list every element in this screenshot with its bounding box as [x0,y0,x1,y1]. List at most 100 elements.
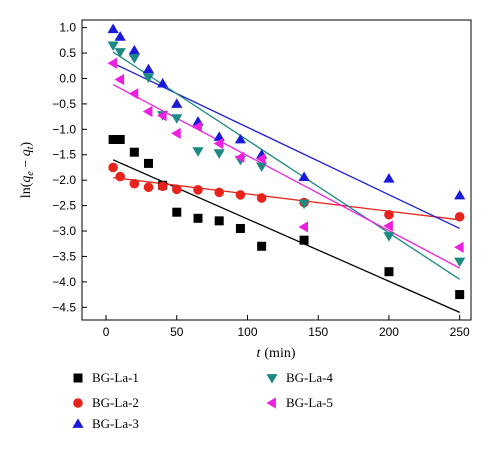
legend-label-bg-la-5: BG-La-5 [286,395,333,410]
data-point-bg-la-5 [157,109,167,122]
data-point-bg-la-2 [256,193,267,203]
data-point-bg-la-5 [256,153,266,165]
legend-label-bg-la-2: BG-La-2 [92,395,139,410]
y-tick-label: −1.0 [52,122,76,136]
plot-frame [81,19,472,321]
data-point-bg-la-3 [454,189,466,200]
y-axis-suffix: ) [19,141,34,146]
data-point-bg-la-3 [107,23,119,34]
y-tick-label: −2.5 [52,199,76,213]
y-axis-title: ln(qe − qt) [19,141,36,198]
data-point-bg-la-2 [214,187,225,198]
data-point-bg-la-2 [115,171,125,182]
axis-ticks: 0 50 100 150 200 250 1.0 0.5 0.0 −0.5 −1.0 −1.5 −2.0… [52,21,470,339]
data-point-bg-la-1 [455,290,465,300]
legend-marker-bg-la-2 [73,398,83,408]
data-point-bg-la-5 [142,105,153,118]
series-bg-la-5 [107,57,464,253]
x-axis-variable: t [257,346,262,361]
y-axis-prefix: ln( [19,182,34,198]
data-point-bg-la-2 [384,209,394,220]
series-bg-la-2 [108,162,465,222]
y-tick-label: −3.0 [52,224,76,238]
data-point-bg-la-4 [192,147,204,157]
y-axis-sub1: e [25,171,36,176]
fit-line-bg-la-2 [113,176,460,221]
data-point-bg-la-5 [171,127,181,139]
y-tick-label: −4.0 [52,275,76,289]
y-axis-sub2: t [25,146,36,149]
data-point-bg-la-4 [114,48,126,58]
data-point-bg-la-2 [235,190,246,200]
x-tick-label: 150 [308,325,328,339]
data-point-bg-la-5 [192,121,202,133]
data-point-bg-la-3 [298,171,310,182]
data-point-bg-la-1 [172,207,182,217]
y-tick-label: 1.0 [59,21,76,35]
x-axis-unit: (min) [264,346,295,361]
data-point-bg-la-2 [193,185,203,195]
y-tick-label: −4.5 [52,300,76,314]
legend-marker-bg-la-3 [72,418,84,428]
y-tick-label: 0.0 [59,71,76,85]
data-point-bg-la-2 [171,184,182,195]
data-point-bg-la-5 [128,88,139,100]
data-point-bg-la-2 [129,178,140,189]
fit-lines [112,51,461,313]
data-point-bg-la-5 [454,241,464,253]
y-axis-q1: q [19,176,34,183]
data-point-bg-la-1 [299,235,309,245]
data-point-bg-la-1 [108,134,118,144]
fit-line-bg-la-5 [112,84,460,269]
data-point-bg-la-1 [143,158,153,168]
data-point-bg-la-2 [143,182,154,193]
data-point-bg-la-3 [114,31,126,41]
data-point-bg-la-1 [115,134,125,144]
data-point-bg-la-3 [234,133,247,144]
legend-label-bg-la-4: BG-La-4 [286,370,333,385]
data-point-bg-la-1 [235,223,245,233]
y-axis-minus: − [19,156,34,171]
data-point-bg-la-2 [157,181,168,192]
data-points [107,23,466,300]
fit-line-bg-la-4 [112,51,461,280]
data-point-bg-la-1 [193,213,203,223]
data-point-bg-la-1 [257,241,267,251]
data-point-bg-la-5 [114,73,125,86]
legend-label-bg-la-3: BG-La-3 [92,416,139,431]
y-tick-label: −2.0 [52,173,76,187]
x-tick-label: 250 [450,325,470,339]
data-point-bg-la-5 [298,221,309,233]
series-bg-la-4 [107,41,466,268]
data-point-bg-la-3 [128,44,140,55]
data-point-bg-la-1 [129,147,139,157]
x-tick-label: 200 [379,325,399,339]
legend: BG-La-1 BG-La-2 BG-La-3 BG-La-4 BG-La-5 [72,370,333,431]
legend-label-bg-la-1: BG-La-1 [92,370,139,385]
data-point-bg-la-3 [157,77,169,88]
y-tick-label: −1.5 [52,148,76,162]
x-axis-title: t (min) [257,346,296,361]
data-point-bg-la-3 [142,63,155,74]
fit-line-bg-la-3 [112,62,460,230]
data-point-bg-la-4 [213,149,225,159]
data-point-bg-la-2 [108,162,118,173]
x-tick-label: 0 [103,325,110,339]
data-point-bg-la-5 [213,137,224,150]
series-bg-la-3 [107,23,466,200]
x-tick-label: 50 [170,325,184,339]
data-point-bg-la-1 [214,216,224,226]
y-tick-label: −0.5 [52,97,76,111]
data-point-bg-la-2 [454,211,465,222]
data-point-bg-la-1 [384,267,394,277]
y-tick-label: 0.5 [59,46,76,60]
data-point-bg-la-4 [171,114,183,124]
legend-marker-bg-la-5 [266,397,276,409]
legend-marker-bg-la-4 [266,374,278,384]
data-point-bg-la-4 [298,199,310,210]
series-bg-la-1 [108,134,465,300]
data-point-bg-la-5 [383,220,393,232]
data-point-bg-la-3 [171,98,183,108]
data-point-bg-la-4 [128,54,140,64]
